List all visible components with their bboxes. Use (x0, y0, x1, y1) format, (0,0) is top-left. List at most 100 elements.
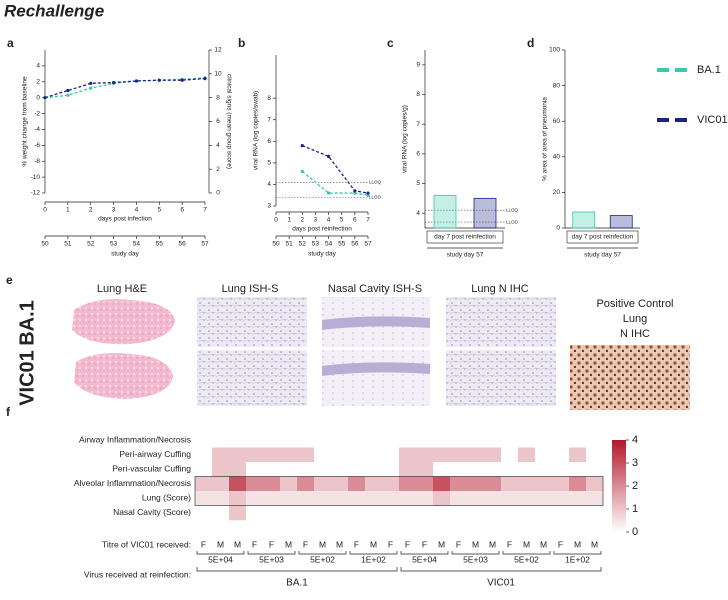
heatmap-cell (501, 447, 519, 463)
data-point (66, 88, 70, 93)
y-tick-label: 2 (36, 78, 40, 85)
panel-label: c (387, 36, 394, 50)
y2-tick-label: 12 (214, 47, 222, 54)
y-tick-label: 5 (416, 180, 420, 187)
heatmap-cell (535, 491, 553, 506)
heatmap-cell (484, 447, 502, 463)
x2-tick-label: 52 (299, 241, 307, 248)
heatmap-cell (365, 462, 383, 477)
y-axis-label: viral RNA (log copies/swab) (253, 91, 260, 170)
colorbar-tick-label: 2 (632, 480, 638, 492)
sex-label: F (558, 539, 563, 549)
x2-tick-label: 51 (64, 241, 72, 248)
bar (609, 215, 633, 229)
titre-label: 1E+02 (565, 554, 590, 564)
heatmap-cell (467, 491, 485, 506)
heatmap-cell (569, 433, 587, 448)
data-point (300, 144, 304, 148)
heatmap-cell (433, 491, 451, 506)
sex-label: M (591, 539, 598, 549)
row-label: Alveolar Inflammation/Necrosis (74, 478, 191, 488)
y-tick-label: 5 (267, 160, 271, 167)
y-tick-label: 3 (267, 203, 271, 210)
heatmap-cell (416, 447, 434, 463)
heatmap-cell (314, 447, 332, 463)
heatmap-cell (246, 491, 264, 506)
heatmap-cell (280, 491, 298, 506)
x2-tick-label: 53 (312, 241, 320, 248)
colorbar (612, 440, 626, 532)
control-header: Lung (623, 313, 647, 325)
data-point (157, 78, 161, 82)
data-point (353, 189, 357, 193)
x-tick-label: 1 (287, 217, 291, 224)
heatmap-cell (331, 476, 349, 492)
epithelium (322, 316, 430, 330)
x-tick-label: 0 (274, 217, 278, 224)
sex-label: M (370, 539, 377, 549)
heatmap-cell (586, 433, 604, 448)
x-label-box (426, 230, 504, 244)
legend-label: BA.1 (697, 64, 721, 76)
panel-label: e (6, 273, 13, 287)
y2-tick-label: 0 (216, 190, 220, 197)
annotation: LLOQ (506, 207, 519, 212)
data-point (203, 77, 207, 81)
y-tick-label: -2 (34, 110, 40, 117)
colorbar-tick-label: 1 (632, 503, 638, 515)
heatmap-cell (314, 505, 332, 521)
x-tick-label: 6 (180, 207, 184, 214)
sex-label: M (319, 539, 326, 549)
heatmap-cell (212, 491, 230, 506)
x2-tick-label: 50 (272, 241, 280, 248)
x2-tick-label: 56 (179, 241, 187, 248)
heatmap-cell (246, 462, 264, 477)
group-bracket (451, 551, 500, 555)
x-tick-label: 7 (203, 207, 207, 214)
sex-label: M (472, 539, 479, 549)
heatmap-cell (212, 476, 230, 492)
sex-row-label: Titre of VIC01 received: (102, 539, 191, 549)
heatmap-cell (382, 476, 400, 492)
sex-label: F (269, 539, 274, 549)
heatmap-cell (314, 433, 332, 448)
heatmap-cell (229, 447, 247, 463)
y2-tick-label: 6 (216, 118, 220, 125)
heatmap-cell (586, 447, 604, 463)
heatmap-cell (552, 476, 570, 492)
x-tick-label: 5 (340, 217, 344, 224)
x-tick-label: 4 (327, 217, 331, 224)
sex-label: F (354, 539, 359, 549)
y-tick-label: 6 (267, 138, 271, 145)
sex-label: M (285, 539, 292, 549)
row-label: Peri-vascular Cuffing (112, 464, 191, 474)
heatmap-cell (382, 462, 400, 477)
y-tick-label: 0 (36, 94, 40, 101)
heatmap-cell (416, 433, 434, 448)
column-header: Nasal Cavity ISH-S (328, 283, 422, 295)
x-tick-label: 2 (89, 207, 93, 214)
heatmap-cell (501, 491, 519, 506)
sex-label: M (574, 539, 581, 549)
x2-tick-label: 57 (364, 241, 372, 248)
heatmap-cell (552, 491, 570, 506)
lung-ish-image (197, 350, 307, 406)
panel-label: f (6, 405, 11, 419)
heatmap-cell (195, 447, 213, 463)
row-label: Peri-airway Cuffing (119, 449, 191, 459)
x2-tick-label: 55 (338, 241, 346, 248)
titre-label: 5E+04 (412, 554, 437, 564)
panel-label: d (527, 36, 534, 50)
heatmap-cell (518, 476, 536, 492)
data-point (326, 154, 331, 158)
x-tick-label: 6 (353, 217, 357, 224)
heatmap-cell (484, 505, 502, 521)
heatmap-cell (229, 505, 247, 521)
heatmap-cell (331, 491, 349, 506)
heatmap-cell (501, 433, 519, 448)
x2-tick-label: 56 (351, 241, 359, 248)
group-bracket (553, 551, 602, 555)
heatmap-cell (195, 462, 213, 477)
y-tick-label: -8 (34, 158, 40, 165)
